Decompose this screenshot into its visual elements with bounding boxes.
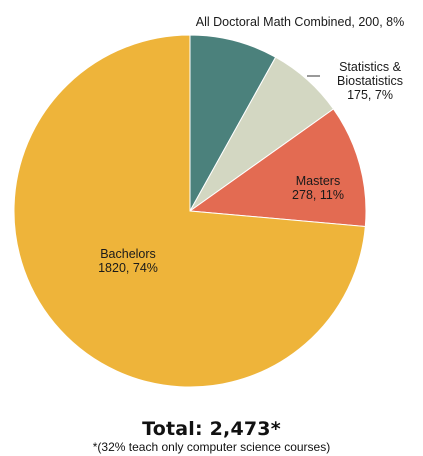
- slice-label-statistics: Statistics & Biostatistics 175, 7%: [337, 60, 403, 102]
- slice-label-masters: Masters 278, 11%: [292, 174, 344, 202]
- slice-label-doctoral: All Doctoral Math Combined, 200, 8%: [196, 15, 404, 29]
- total-label: Total: 2,473*: [142, 418, 281, 440]
- footnote: *(32% teach only computer science course…: [92, 440, 331, 454]
- slice-label-bachelors: Bachelors 1820, 74%: [98, 247, 158, 275]
- pie-slice-masters: [188, 108, 367, 228]
- pie-chart: All Doctoral Math Combined, 200, 8% Stati…: [13, 15, 404, 388]
- pie-slice-bachelors: [13, 34, 366, 388]
- pie-slice-doctoral: [189, 34, 277, 213]
